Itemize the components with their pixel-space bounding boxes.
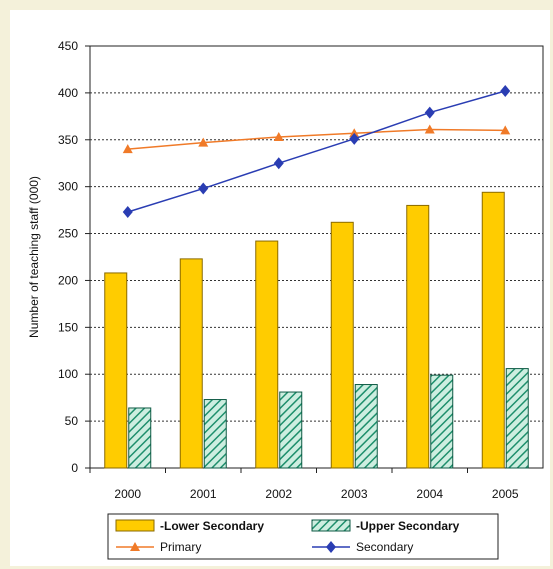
legend-label-upper-secondary: -Upper Secondary xyxy=(356,519,460,533)
point-primary xyxy=(500,125,511,135)
point-secondary xyxy=(424,106,435,119)
legend-label-primary: Primary xyxy=(160,540,201,554)
point-primary xyxy=(424,124,435,134)
y-tick-label: 50 xyxy=(65,414,79,428)
bar-upper-secondary xyxy=(128,407,152,469)
bar-lower-secondary xyxy=(255,240,279,469)
legend-marker-primary xyxy=(130,542,140,551)
bar-lower-secondary xyxy=(481,191,505,469)
point-primary xyxy=(273,131,284,141)
legend-marker-secondary xyxy=(326,541,336,553)
point-secondary xyxy=(198,182,209,195)
legend-swatch-lower-secondary xyxy=(115,519,155,532)
point-secondary xyxy=(273,157,284,170)
bar-upper-secondary xyxy=(354,384,378,469)
plot-area xyxy=(89,45,544,469)
bar-lower-secondary xyxy=(104,272,128,469)
bar-upper-secondary xyxy=(203,399,227,469)
bar-lower-secondary xyxy=(179,258,203,469)
y-tick-label: 150 xyxy=(58,320,78,334)
point-secondary xyxy=(122,205,133,218)
y-tick-label: 100 xyxy=(58,367,78,381)
x-tick-label: 2001 xyxy=(190,487,217,501)
point-primary xyxy=(122,144,133,154)
y-tick-label: 450 xyxy=(58,39,78,53)
point-primary xyxy=(349,128,360,138)
line-primary xyxy=(127,128,506,150)
legend-label-secondary: Secondary xyxy=(356,540,413,554)
point-secondary xyxy=(349,132,360,145)
y-tick-label: 300 xyxy=(58,180,78,194)
y-tick-label: 400 xyxy=(58,86,78,100)
bar-upper-secondary xyxy=(279,391,303,469)
bar-upper-secondary xyxy=(505,368,529,469)
y-tick-label: 200 xyxy=(58,273,78,287)
x-tick-label: 2005 xyxy=(492,487,519,501)
y-tick-label: 350 xyxy=(58,133,78,147)
x-tick-label: 2003 xyxy=(341,487,368,501)
y-axis-label: Number of teaching staff (000) xyxy=(27,176,41,338)
point-primary xyxy=(198,137,209,147)
x-tick-label: 2000 xyxy=(114,487,141,501)
y-tick-label: 250 xyxy=(58,227,78,241)
x-tick-label: 2004 xyxy=(416,487,443,501)
point-secondary xyxy=(500,85,511,98)
line-secondary xyxy=(127,90,506,213)
bar-lower-secondary xyxy=(406,204,430,469)
y-tick-label: 0 xyxy=(71,461,78,475)
legend xyxy=(107,513,499,560)
bar-lower-secondary xyxy=(330,221,354,469)
legend-swatch-upper-secondary xyxy=(311,519,351,532)
bar-upper-secondary xyxy=(430,374,454,469)
x-tick-label: 2002 xyxy=(265,487,292,501)
legend-label-lower-secondary: -Lower Secondary xyxy=(160,519,264,533)
